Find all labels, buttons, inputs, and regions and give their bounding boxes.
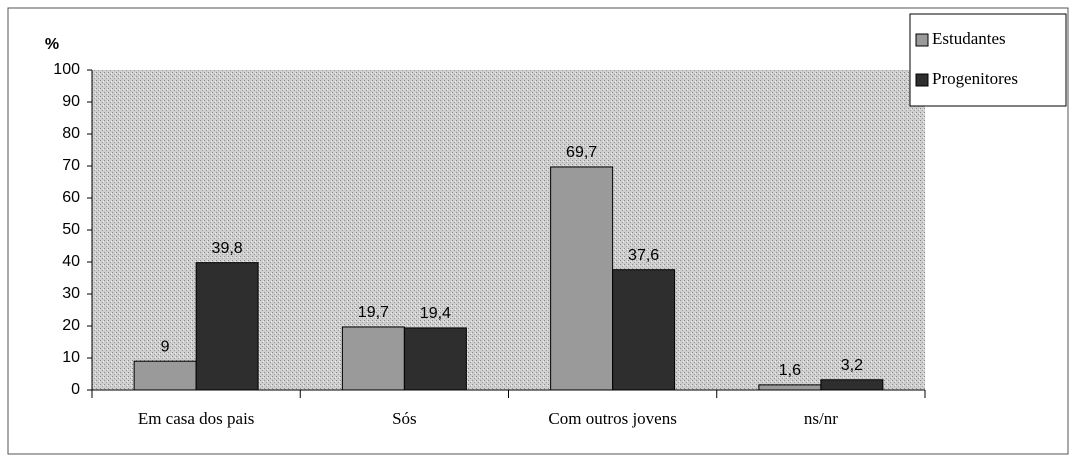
legend-box: [909, 13, 1067, 107]
legend-label: Estudantes: [932, 29, 1006, 48]
y-axis-label: %: [45, 36, 59, 53]
bar: [612, 269, 676, 391]
bar: [403, 327, 467, 391]
bar: [758, 384, 822, 391]
value-label: 3,2: [841, 357, 863, 374]
x-tick-label: Com outros jovens: [548, 409, 676, 428]
value-label: 39,8: [212, 240, 243, 257]
y-tick-label: 40: [62, 253, 80, 270]
legend-swatch: [915, 33, 929, 47]
value-label: 19,4: [420, 305, 451, 322]
y-tick-label: 60: [62, 189, 80, 206]
y-tick-label: 70: [62, 157, 80, 174]
y-tick-label: 30: [62, 285, 80, 302]
bar: [550, 166, 614, 391]
y-tick-label: 100: [53, 61, 80, 78]
legend-label: Progenitores: [932, 69, 1018, 88]
x-tick-label: Sós: [392, 409, 417, 428]
bar: [133, 360, 197, 391]
value-label: 9: [161, 338, 170, 355]
x-tick-label: ns/nr: [804, 409, 838, 428]
legend: Estudantes Progenitores: [909, 13, 1067, 107]
y-tick-label: 10: [62, 349, 80, 366]
value-label: 37,6: [628, 247, 659, 264]
y-tick-label: 0: [71, 381, 80, 398]
x-tick-label: Em casa dos pais: [138, 409, 255, 428]
y-tick-label: 80: [62, 125, 80, 142]
y-tick-label: 90: [62, 93, 80, 110]
bar: [195, 262, 259, 391]
value-label: 1,6: [779, 362, 801, 379]
value-label: 19,7: [358, 304, 389, 321]
y-tick-label: 20: [62, 317, 80, 334]
bar: [820, 379, 884, 391]
y-tick-label: 50: [62, 221, 80, 238]
legend-swatch: [915, 73, 929, 87]
bar: [341, 326, 405, 391]
value-label: 69,7: [566, 144, 597, 161]
